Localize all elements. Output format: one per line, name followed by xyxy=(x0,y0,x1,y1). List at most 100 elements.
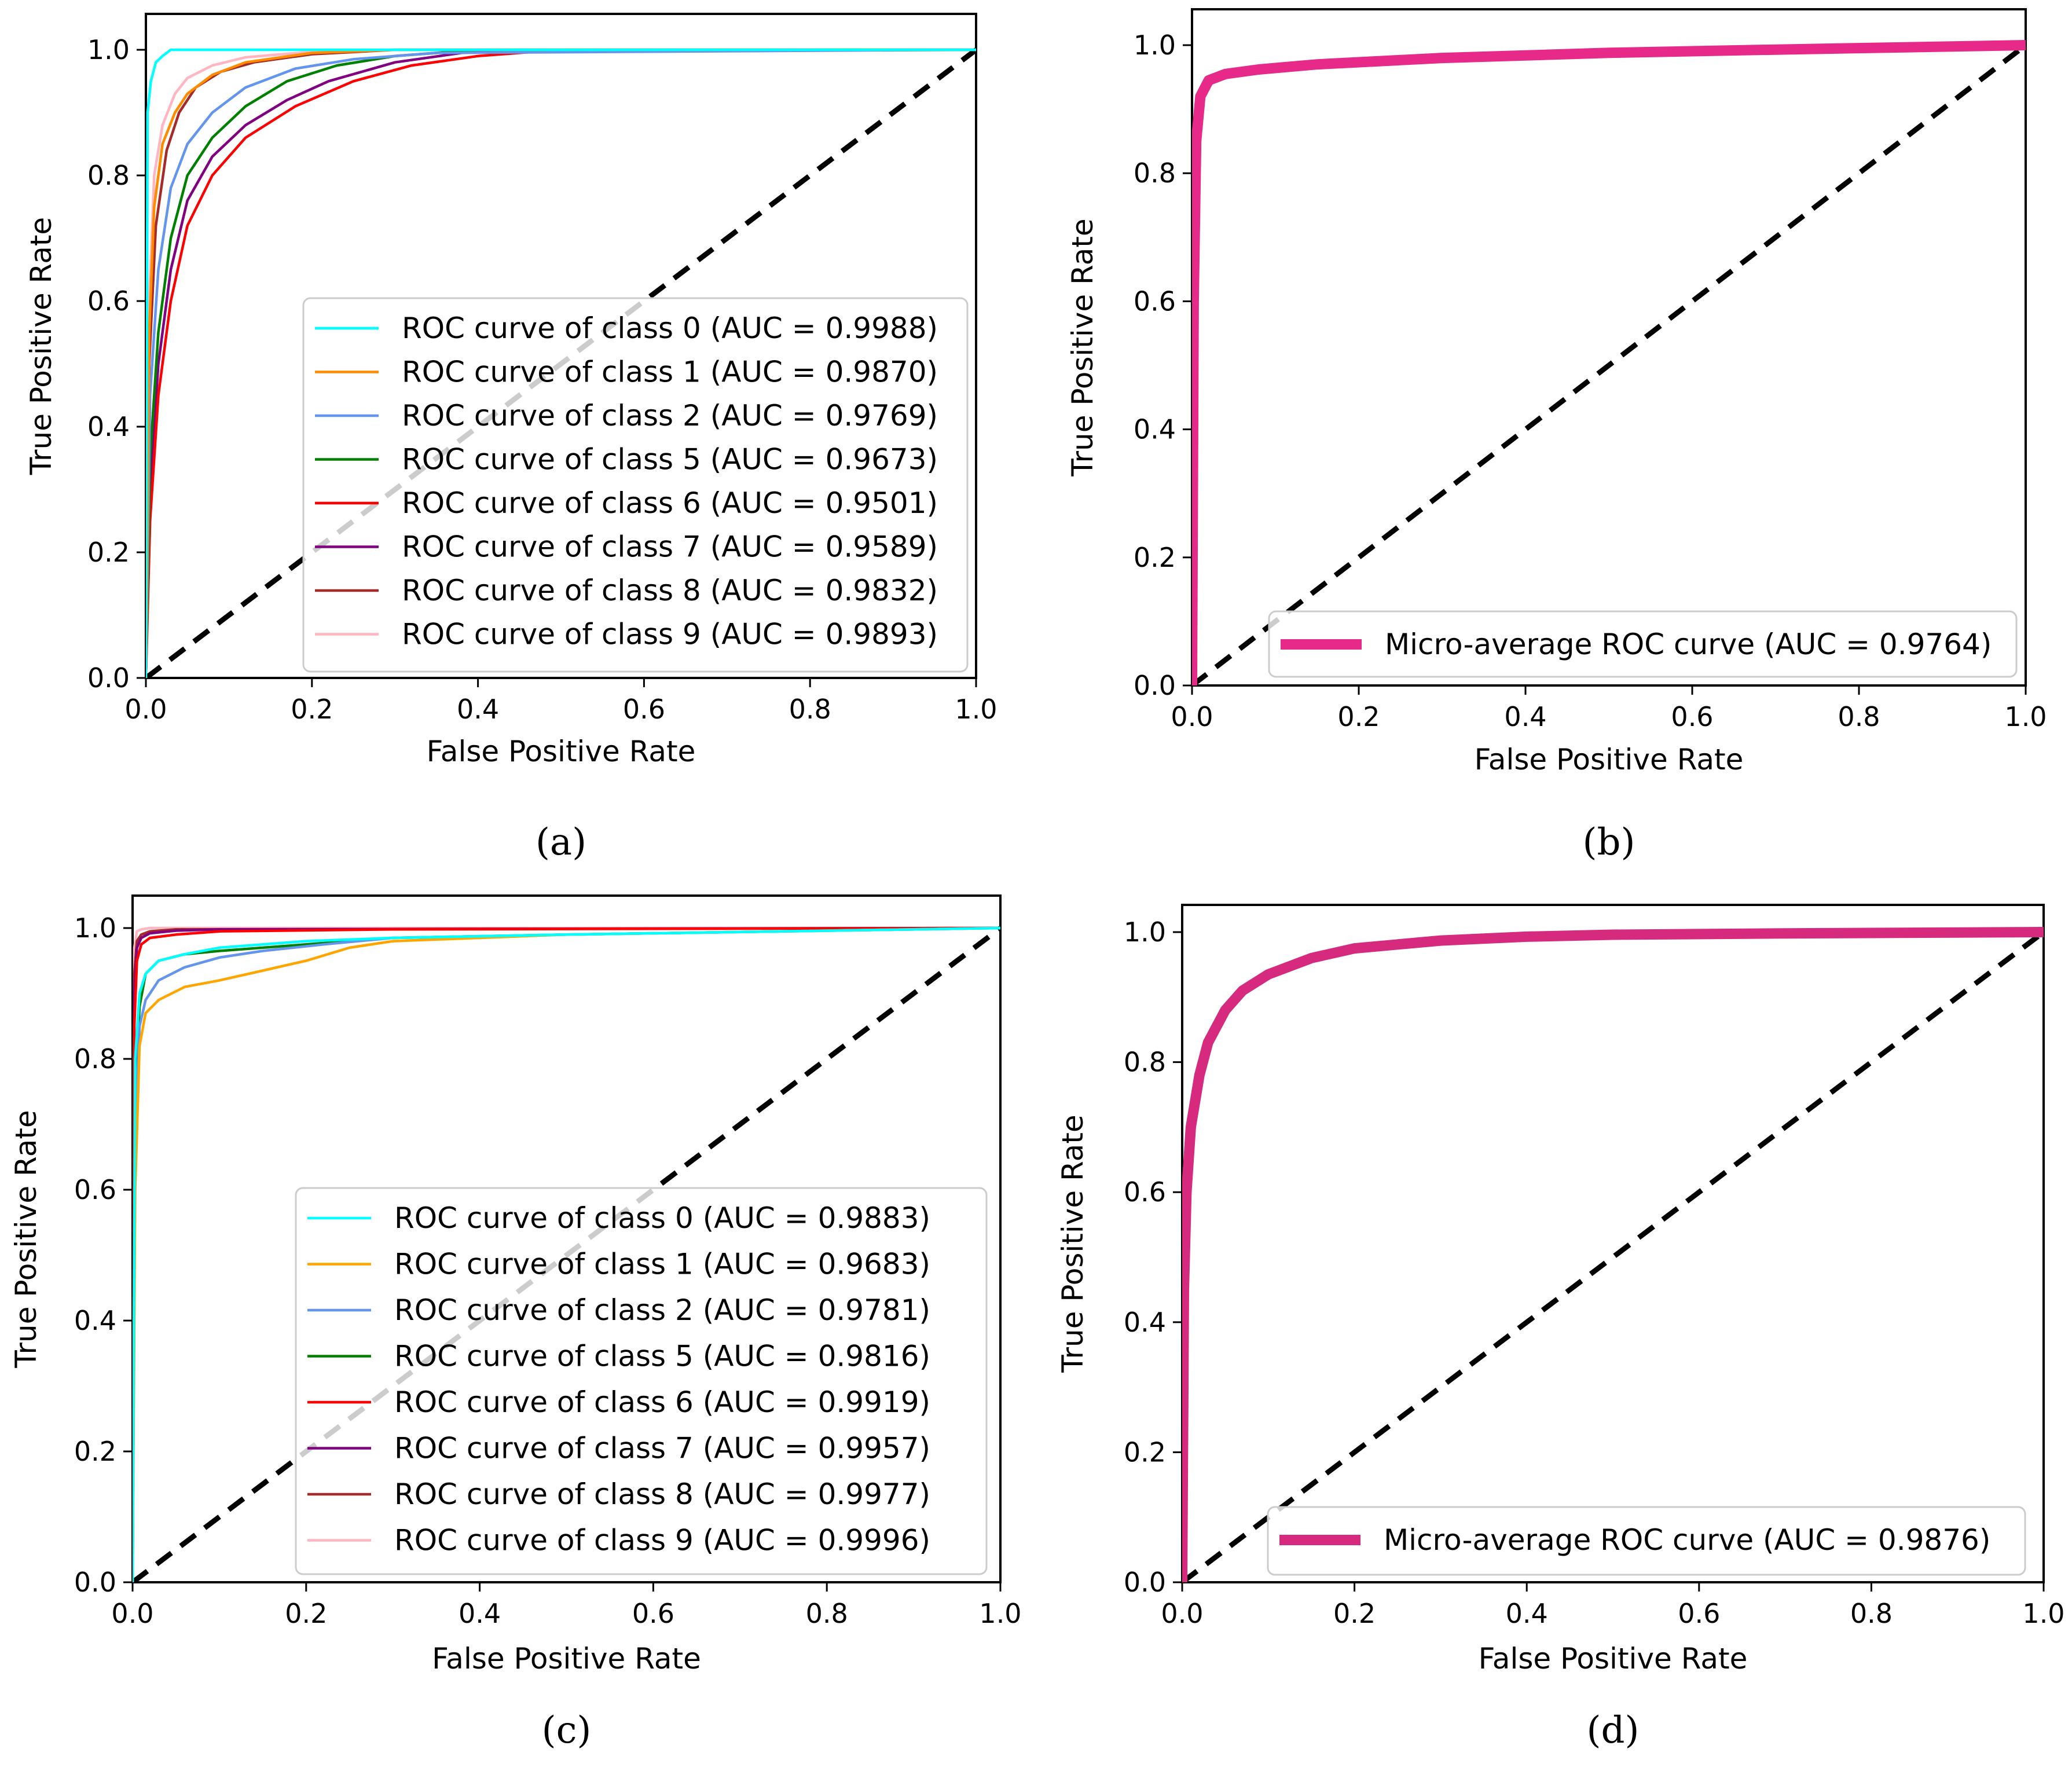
legend-label: ROC curve of class 5 (AUC = 0.9673) xyxy=(402,443,938,476)
y-axis-title: True Positive Rate xyxy=(1056,1114,1090,1373)
x-tick-label: 0.4 xyxy=(1504,701,1546,732)
y-tick-label: 1.0 xyxy=(1134,30,1176,61)
x-tick-label: 0.4 xyxy=(457,694,499,725)
y-tick-label: 0.2 xyxy=(74,1436,116,1467)
y-tick-label: 0.0 xyxy=(1124,1567,1166,1598)
plot-frame xyxy=(1191,8,2027,687)
x-tick-label: 0.2 xyxy=(285,1598,327,1629)
roc-series-line xyxy=(146,48,976,678)
legend: ROC curve of class 0 (AUC = 0.9988) ROC c… xyxy=(302,297,969,673)
y-tick-label: 0.4 xyxy=(87,411,130,442)
legend: ROC curve of class 0 (AUC = 0.9883) ROC c… xyxy=(295,1187,988,1575)
y-tick-label: 0.2 xyxy=(1124,1436,1166,1468)
panel-label: (c) xyxy=(542,1709,592,1752)
roc-series-line xyxy=(146,48,976,678)
legend-box xyxy=(1268,610,2018,678)
chance-diagonal-line xyxy=(1182,930,2044,1582)
roc-series-line xyxy=(133,926,1000,1582)
y-tick-label: 0.6 xyxy=(1124,1176,1166,1208)
panel-label: (a) xyxy=(536,821,586,864)
y-tick-label: 1.0 xyxy=(74,912,116,944)
x-tick-label: 0.0 xyxy=(1161,1598,1203,1629)
x-tick-label: 0.6 xyxy=(1678,1598,1720,1629)
y-tick-label: 0.2 xyxy=(1134,542,1176,573)
legend-label: ROC curve of class 6 (AUC = 0.9501) xyxy=(402,486,938,520)
legend-label: ROC curve of class 1 (AUC = 0.9683) xyxy=(394,1248,930,1281)
y-tick-label: 0.0 xyxy=(1134,670,1176,701)
panel-label: (d) xyxy=(1587,1709,1640,1752)
legend-label: Micro-average ROC curve (AUC = 0.9876) xyxy=(1384,1523,1990,1557)
y-tick-label: 0.8 xyxy=(87,160,130,191)
legend-label: Micro-average ROC curve (AUC = 0.9764) xyxy=(1385,628,1992,661)
y-tick-label: 0.8 xyxy=(74,1043,116,1075)
roc-series-line xyxy=(133,926,1000,1582)
legend: Micro-average ROC curve (AUC = 0.9876) xyxy=(1267,1506,2026,1576)
roc-panel-2: 0.0 0.2 0.4 0.6 0.8 1.0 0.0 0.2 0.4 0.6 0.8 1.0 Fals… xyxy=(1066,8,2047,864)
y-tick-label: 0.4 xyxy=(1124,1307,1166,1338)
legend-box xyxy=(1267,1506,2026,1576)
y-tick-label: 0.6 xyxy=(74,1174,116,1205)
x-tick-label: 0.6 xyxy=(623,694,665,725)
x-tick-label: 0.2 xyxy=(1337,701,1380,732)
x-tick-label: 0.4 xyxy=(459,1598,501,1629)
y-tick-label: 1.0 xyxy=(1124,916,1166,948)
y-tick-label: 0.6 xyxy=(87,285,130,317)
legend-label: ROC curve of class 8 (AUC = 0.9832) xyxy=(402,574,938,607)
legend-label: ROC curve of class 1 (AUC = 0.9870) xyxy=(402,355,938,389)
legend-label: ROC curve of class 8 (AUC = 0.9977) xyxy=(394,1477,930,1511)
legend-label: ROC curve of class 0 (AUC = 0.9988) xyxy=(402,311,938,345)
roc-panel-4: 0.0 0.2 0.4 0.6 0.8 1.0 0.0 0.2 0.4 0.6 0.8 1.0 Fals… xyxy=(1056,904,2065,1752)
legend-label: ROC curve of class 0 (AUC = 0.9883) xyxy=(394,1201,930,1235)
y-axis-title: True Positive Rate xyxy=(1066,218,1099,476)
panel-label: (b) xyxy=(1583,821,1635,864)
legend-label: ROC curve of class 2 (AUC = 0.9781) xyxy=(394,1293,930,1327)
roc-panel-1: 0.0 0.2 0.4 0.6 0.8 1.0 0.0 0.2 0.4 0.6 0.8 1.0 Fals… xyxy=(24,13,998,864)
x-tick-label: 0.0 xyxy=(1171,701,1213,732)
roc-panel-3: 0.0 0.2 0.4 0.6 0.8 1.0 0.0 0.2 0.4 0.6 0.8 1.0 Fals… xyxy=(9,894,1022,1752)
x-tick-label: 0.2 xyxy=(1333,1598,1376,1629)
y-tick-label: 0.4 xyxy=(1134,414,1176,445)
legend-label: ROC curve of class 9 (AUC = 0.9893) xyxy=(402,618,938,651)
y-axis-title: True Positive Rate xyxy=(9,1110,43,1368)
x-tick-label: 0.6 xyxy=(1671,701,1713,732)
x-tick-label: 1.0 xyxy=(979,1598,1021,1629)
x-tick-label: 0.0 xyxy=(111,1598,153,1629)
plot-frame xyxy=(1181,904,2045,1583)
x-tick-label: 0.8 xyxy=(789,694,831,725)
roc-series-line xyxy=(146,48,976,678)
y-axis-title: True Positive Rate xyxy=(24,217,58,475)
x-tick-label: 1.0 xyxy=(2022,1598,2064,1629)
y-tick-label: 0.8 xyxy=(1134,157,1176,189)
x-tick-label: 1.0 xyxy=(955,694,997,725)
legend-label: ROC curve of class 2 (AUC = 0.9769) xyxy=(402,399,938,432)
y-tick-label: 0.8 xyxy=(1124,1047,1166,1078)
legend-box xyxy=(295,1187,988,1575)
x-tick-label: 0.8 xyxy=(806,1598,848,1629)
legend-label: ROC curve of class 7 (AUC = 0.9589) xyxy=(402,530,938,564)
x-tick-label: 0.0 xyxy=(124,694,167,725)
x-tick-label: 0.2 xyxy=(291,694,333,725)
y-tick-label: 0.0 xyxy=(74,1567,116,1598)
x-axis-title: False Positive Rate xyxy=(432,1642,701,1675)
roc-series-line xyxy=(133,926,1000,1582)
x-axis-title: False Positive Rate xyxy=(1479,1642,1748,1675)
y-tick-label: 0.4 xyxy=(74,1305,116,1336)
x-tick-label: 0.8 xyxy=(1850,1598,1893,1629)
legend-label: ROC curve of class 9 (AUC = 0.9996) xyxy=(394,1524,930,1557)
y-tick-label: 0.0 xyxy=(87,662,130,694)
x-tick-label: 0.6 xyxy=(632,1598,674,1629)
y-tick-label: 1.0 xyxy=(87,34,130,65)
chance-diagonal-line xyxy=(1192,43,2026,685)
legend-box xyxy=(302,297,969,673)
roc-series-line xyxy=(1192,40,2026,685)
x-tick-label: 0.4 xyxy=(1506,1598,1548,1629)
legend-label: ROC curve of class 5 (AUC = 0.9816) xyxy=(394,1340,930,1373)
x-tick-label: 0.8 xyxy=(1838,701,1880,732)
legend-label: ROC curve of class 7 (AUC = 0.9957) xyxy=(394,1432,930,1465)
legend-label: ROC curve of class 6 (AUC = 0.9919) xyxy=(394,1385,930,1419)
roc-series-line xyxy=(1182,927,2044,1582)
x-axis-title: False Positive Rate xyxy=(427,735,696,768)
legend: Micro-average ROC curve (AUC = 0.9764) xyxy=(1268,610,2018,678)
y-tick-label: 0.2 xyxy=(87,537,130,568)
